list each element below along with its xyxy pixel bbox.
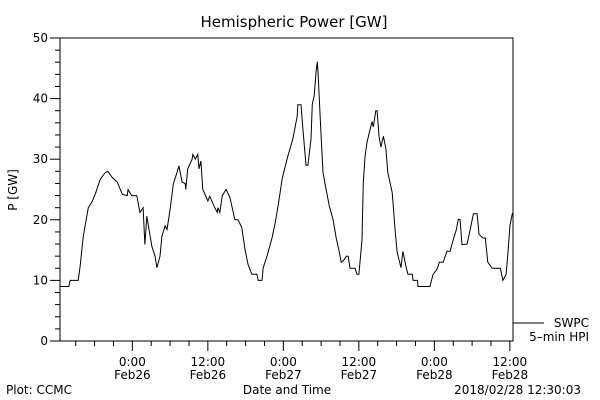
y-tick-label: 0 xyxy=(40,334,48,348)
y-tick-label: 10 xyxy=(33,273,48,287)
plot-frame xyxy=(59,37,514,342)
plot-credit: Plot: CCMC xyxy=(6,383,72,397)
x-axis: 0:00Feb2612:00Feb260:00Feb2712:00Feb270:… xyxy=(75,341,529,382)
legend: SWPC 5–min HPI xyxy=(513,316,589,344)
x-tick-label-date: Feb28 xyxy=(492,368,529,382)
y-tick-label: 40 xyxy=(33,92,48,106)
legend-label-line1: SWPC xyxy=(554,316,589,330)
x-tick-label-time: 0:00 xyxy=(270,355,297,369)
x-tick-label-date: Feb27 xyxy=(265,368,302,382)
plot-timestamp: 2018/02/28 12:30:03 xyxy=(454,383,581,397)
y-axis-label: P [GW] xyxy=(6,169,20,211)
x-tick-label-date: Feb26 xyxy=(114,368,151,382)
y-axis: 0 10 20 30 40 50 xyxy=(33,31,60,348)
series-line-hpi xyxy=(60,61,513,287)
x-tick-label-time: 0:00 xyxy=(119,355,146,369)
x-tick-label-time: 12:00 xyxy=(191,355,226,369)
y-tick-label: 50 xyxy=(33,31,48,45)
x-tick-label-time: 12:00 xyxy=(493,355,528,369)
legend-label-line2: 5–min HPI xyxy=(529,330,589,344)
chart-title: Hemispheric Power [GW] xyxy=(201,13,388,31)
x-tick-label-time: 0:00 xyxy=(421,355,448,369)
x-axis-label: Date and Time xyxy=(243,383,331,397)
x-tick-label-date: Feb27 xyxy=(341,368,378,382)
x-tick-label-time: 12:00 xyxy=(342,355,377,369)
x-tick-label-date: Feb26 xyxy=(190,368,227,382)
y-tick-label: 30 xyxy=(33,152,48,166)
x-tick-label-date: Feb28 xyxy=(416,368,453,382)
y-tick-label: 20 xyxy=(33,213,48,227)
